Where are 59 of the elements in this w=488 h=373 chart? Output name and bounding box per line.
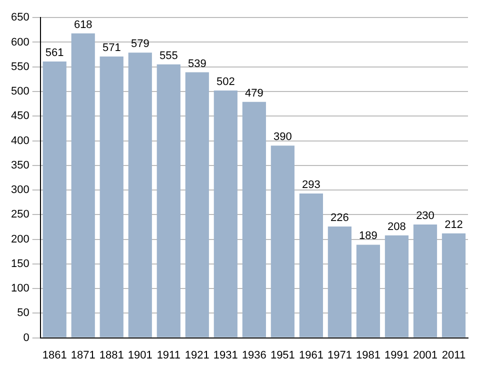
y-tick-label: 250 <box>10 208 30 221</box>
data-label: 208 <box>388 220 406 233</box>
y-tick-label: 650 <box>10 12 30 24</box>
x-tick-label: 1861 <box>42 349 67 362</box>
y-tick-label: 100 <box>10 282 30 295</box>
data-label: 502 <box>216 76 235 88</box>
x-tick-label: 1936 <box>242 349 266 362</box>
bar <box>299 193 323 338</box>
data-label: 293 <box>302 178 320 191</box>
x-tick-label: 1951 <box>270 349 295 362</box>
bar <box>156 64 180 338</box>
y-tick-label: 300 <box>10 184 30 196</box>
x-tick-label: 1921 <box>184 349 210 362</box>
data-label: 479 <box>244 87 264 100</box>
y-tick-label: 400 <box>10 134 30 147</box>
bar <box>242 102 266 338</box>
x-tick-label: 1961 <box>298 349 324 362</box>
x-tick-label: 1981 <box>356 349 380 362</box>
x-tick-label: 1871 <box>70 349 96 362</box>
y-tick-label: 200 <box>10 233 30 246</box>
x-tick-label: 1911 <box>156 349 180 362</box>
bar <box>185 72 209 338</box>
data-label: 561 <box>45 46 64 59</box>
x-tick-label: 2001 <box>412 349 438 362</box>
x-tick-label: 1881 <box>99 349 124 362</box>
bar <box>270 146 294 338</box>
data-label: 226 <box>330 212 349 224</box>
data-label: 555 <box>159 50 178 62</box>
y-tick-label: 500 <box>10 86 30 98</box>
bar <box>384 235 409 338</box>
bar <box>71 33 95 338</box>
bar <box>42 61 66 338</box>
bar <box>214 90 238 338</box>
bar <box>128 52 152 338</box>
data-label: 189 <box>359 230 378 242</box>
data-label: 539 <box>188 58 206 70</box>
y-tick-label: 50 <box>17 307 30 320</box>
x-tick-label: 2011 <box>442 349 466 362</box>
y-tick-label: 450 <box>10 110 30 122</box>
y-tick-label: 600 <box>10 36 30 48</box>
y-tick-label: 550 <box>10 60 30 73</box>
data-label: 571 <box>102 42 121 54</box>
bar <box>100 56 124 338</box>
data-label: 390 <box>274 131 292 144</box>
y-tick-label: 350 <box>10 159 30 172</box>
x-tick-label: 1971 <box>327 349 352 362</box>
data-label: 579 <box>130 38 150 50</box>
x-tick-label: 1901 <box>128 349 152 362</box>
x-tick-label: 1931 <box>213 349 238 362</box>
y-tick-label: 150 <box>10 258 30 270</box>
data-label: 212 <box>444 218 463 231</box>
bar <box>413 224 438 338</box>
bar <box>328 226 352 338</box>
data-label: 618 <box>74 18 92 31</box>
bar <box>356 244 380 338</box>
x-tick-label: 1991 <box>384 349 409 362</box>
bar <box>442 233 466 338</box>
y-tick-label: 0 <box>23 332 30 344</box>
data-label: 230 <box>416 210 434 222</box>
